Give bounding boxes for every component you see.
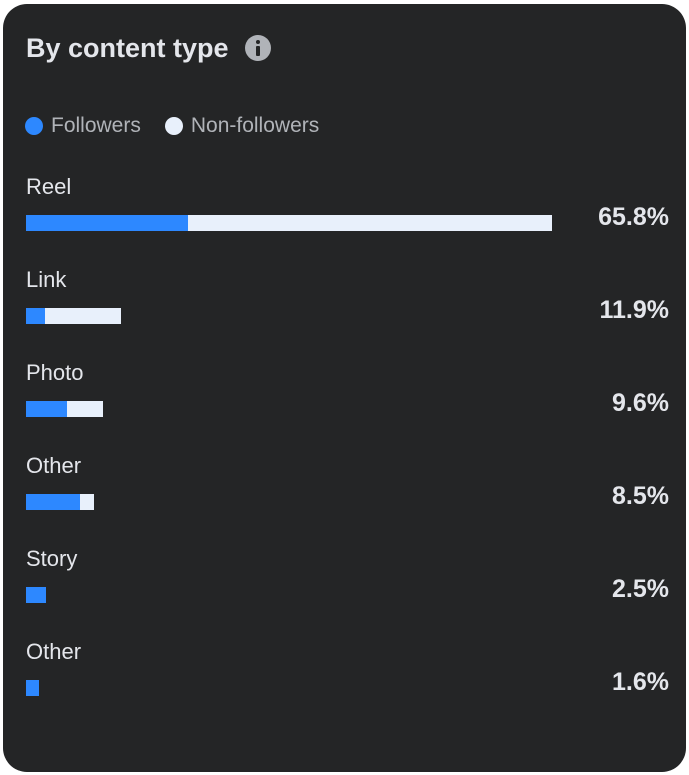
bar-segment-followers: [26, 401, 67, 417]
row-label: Link: [26, 267, 67, 292]
row-label: Other: [26, 639, 82, 664]
bar-segment-followers: [26, 215, 189, 231]
bar-segment-non-followers: [66, 401, 103, 417]
legend-dot-non-followers: [164, 117, 183, 135]
stacked-bar[interactable]: [26, 308, 122, 324]
stacked-bar[interactable]: [26, 494, 94, 510]
bar-segment-non-followers: [188, 215, 552, 231]
bar-segment-non-followers: [79, 494, 94, 510]
card-title: By content type: [26, 32, 229, 63]
row-label: Photo: [26, 360, 84, 385]
row-label: Other: [26, 453, 82, 478]
row-percentage: 8.5%: [612, 482, 669, 510]
row-percentage: 1.6%: [612, 668, 669, 696]
bar-segment-non-followers: [45, 308, 122, 324]
bar-segment-followers: [26, 308, 46, 324]
legend-item-non-followers: Non-followers: [164, 114, 320, 138]
stacked-bar[interactable]: [26, 680, 39, 696]
bar-segment-followers: [26, 587, 46, 603]
row-percentage: 9.6%: [612, 389, 669, 417]
bar-segment-followers: [26, 680, 39, 696]
stacked-bar[interactable]: [26, 587, 46, 603]
stacked-bar[interactable]: [26, 215, 552, 231]
info-icon[interactable]: [244, 35, 271, 61]
row-percentage: 11.9%: [599, 296, 669, 324]
chart-legend: Followers Non-followers: [25, 114, 343, 138]
row-percentage: 2.5%: [612, 575, 669, 603]
stacked-bar[interactable]: [26, 401, 103, 417]
legend-label-non-followers: Non-followers: [190, 114, 320, 137]
card-header: By content type: [26, 30, 271, 66]
row-percentage: 65.8%: [598, 203, 669, 231]
bar-segment-followers: [26, 494, 80, 510]
content-type-card: By content type Followers Non-followers …: [3, 4, 686, 772]
legend-dot-followers: [25, 117, 43, 135]
legend-item-followers: Followers: [25, 114, 141, 138]
row-label: Story: [26, 546, 78, 571]
row-label: Reel: [26, 174, 72, 199]
legend-label-followers: Followers: [51, 114, 141, 137]
